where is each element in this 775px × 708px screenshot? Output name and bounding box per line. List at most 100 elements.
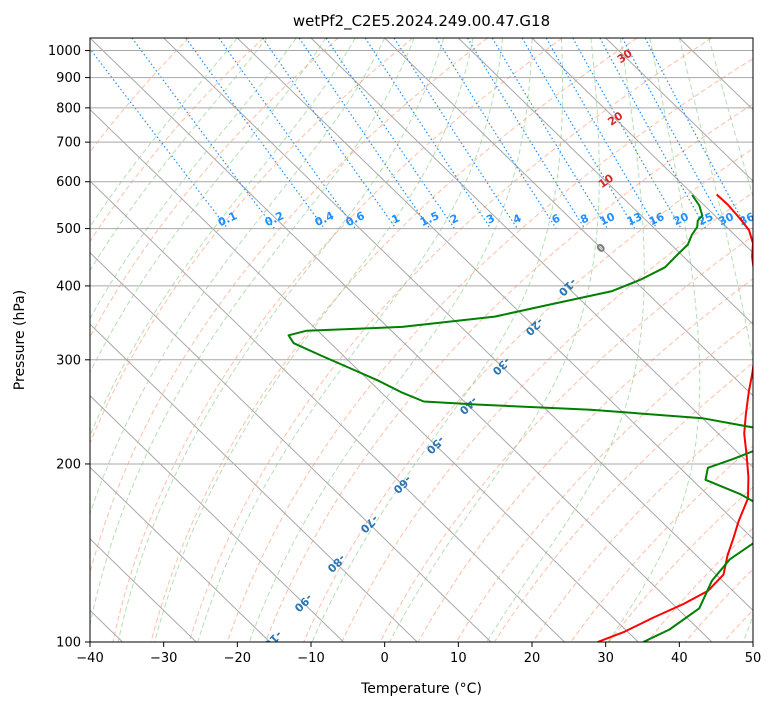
isotherm-line: [531, 38, 753, 254]
dry-adiabat-line: [646, 527, 753, 642]
dry-adiabat-line: [90, 38, 190, 153]
x-tick-label: −40: [76, 651, 103, 666]
x-tick-label: −10: [297, 651, 324, 666]
x-axis-title: Temperature (°C): [360, 681, 482, 697]
mixing-ratio-label: 0.6: [344, 209, 367, 229]
moist-adiabat-line: [678, 38, 753, 642]
mixing-ratio-label: 8: [578, 212, 590, 227]
dry-adiabat-line: [417, 278, 753, 642]
moist-adiabat-line: [90, 38, 297, 320]
x-tick-label: −30: [150, 651, 177, 666]
y-tick-label: 300: [56, 353, 81, 368]
mixing-ratio-label: 1.5: [418, 209, 441, 229]
isotherm-line: [90, 395, 344, 642]
moist-adiabat-line: [389, 38, 600, 642]
dry-adiabat-line: [493, 362, 753, 642]
mixing-ratio-line: [185, 38, 326, 229]
isotherm-line: [678, 38, 753, 111]
dry-adiabat-line: [341, 191, 753, 642]
mixing-ratio-line: [364, 38, 492, 229]
dry-adiabat-line: [723, 609, 753, 642]
mixing-ratio-line: [621, 38, 727, 229]
mixing-ratio-line: [545, 38, 658, 229]
mixing-ratio-label: 13: [625, 210, 644, 228]
moist-adiabat-line: [90, 38, 238, 228]
dry-adiabats: [90, 38, 775, 642]
isotherms: [90, 38, 753, 642]
isotherm-line: [457, 38, 753, 325]
x-tick-label: −20: [224, 651, 251, 666]
isotherm-line: [90, 108, 639, 642]
moist-adiabat-line: [708, 38, 753, 199]
mixing-ratio-label: 0.2: [263, 209, 286, 229]
plot-frame: [89, 37, 754, 643]
y-tick-label: 800: [56, 101, 81, 116]
moist-adiabat-line: [90, 38, 268, 272]
isotherm-line: [90, 466, 271, 642]
isotherm-line: [236, 38, 753, 540]
mixing-ratio-label: 6: [550, 211, 563, 226]
mixing-ratio-label: 16: [647, 210, 667, 228]
y-tick-label: 700: [56, 136, 81, 151]
line-labels: -100-90-80-70-60-50-40-30-20-1000.1 0.2 0.…: [216, 0, 757, 642]
isotherm-line: [752, 38, 753, 39]
dry-adiabat-line: [532, 404, 753, 642]
dewpoint-line: [287, 194, 753, 642]
mixing-ratio-line: [491, 38, 609, 229]
mixing-ratio-line: [90, 47, 229, 229]
isotherm-line: [90, 538, 197, 642]
moist-adiabat-line: [90, 38, 415, 628]
moist-adiabat-line: [248, 38, 533, 642]
y-tick-label: 200: [56, 457, 81, 472]
moist-adiabat-line: [90, 38, 327, 374]
mixing-ratio-line: [262, 38, 397, 229]
moist-adiabat-line: [117, 38, 445, 642]
mixing-ratio-label: 3: [484, 212, 496, 227]
dry-adiabat-line: [90, 38, 488, 575]
mixing-ratio-label: 0.4: [313, 209, 336, 229]
moist-adiabat-line: [90, 38, 356, 437]
mixing-ratio-line: [131, 38, 276, 229]
dry-adiabat-line: [762, 38, 775, 642]
x-axis: −40 −30 −20 −10 0 10 20 30 40 50: [76, 642, 761, 666]
mixing-ratio-label: 20: [671, 210, 691, 228]
dry-adiabat-line: [150, 38, 638, 642]
y-tick-label: 500: [56, 222, 81, 237]
chart-title: wetPf2_C2E5.2024.249.00.47.G18: [293, 12, 550, 31]
x-tick-label: 0: [381, 651, 389, 666]
dry-adiabat-line: [90, 38, 264, 243]
isotherm-line: [163, 38, 753, 612]
mixing-ratio-label: 2: [448, 212, 460, 227]
mixing-ratio-line: [521, 38, 636, 229]
x-tick-label: 30: [597, 651, 614, 666]
profile-series: [287, 193, 753, 642]
mixing-ratio-lines: [90, 38, 748, 229]
potential-temperature-label: 40: [624, 0, 644, 4]
dry-adiabat-line: [455, 320, 753, 642]
moist-adiabat-line: [607, 38, 701, 642]
dry-adiabat-line: [226, 58, 753, 642]
mixing-ratio-label: 1: [390, 212, 402, 227]
isotherm-line: [384, 38, 753, 397]
dry-adiabat-line: [90, 38, 339, 338]
y-tick-label: 100: [56, 636, 81, 651]
moist-adiabat-line: [311, 38, 564, 642]
y-tick-label: 600: [56, 175, 81, 190]
pressure-gridlines: [90, 50, 753, 642]
x-tick-label: 40: [671, 651, 688, 666]
mixing-ratio-line: [325, 38, 456, 229]
mixing-ratio-line: [218, 38, 356, 229]
mixing-ratio-line: [599, 38, 707, 229]
mixing-ratio-label: 10: [598, 210, 618, 228]
isotherm-line: [90, 251, 492, 642]
dry-adiabat-line: [570, 445, 753, 642]
dry-adiabat-line: [188, 38, 712, 642]
mixing-ratio-label: 30: [717, 210, 737, 228]
moist-adiabat-line: [90, 38, 386, 516]
y-axis: 100 200 300 400 500 600 700 800 900 1000: [48, 44, 90, 651]
x-tick-label: 20: [524, 651, 541, 666]
y-tick-label: 1000: [48, 44, 81, 59]
isotherm-line: [310, 38, 753, 468]
mixing-ratio-label: 36: [737, 210, 757, 228]
